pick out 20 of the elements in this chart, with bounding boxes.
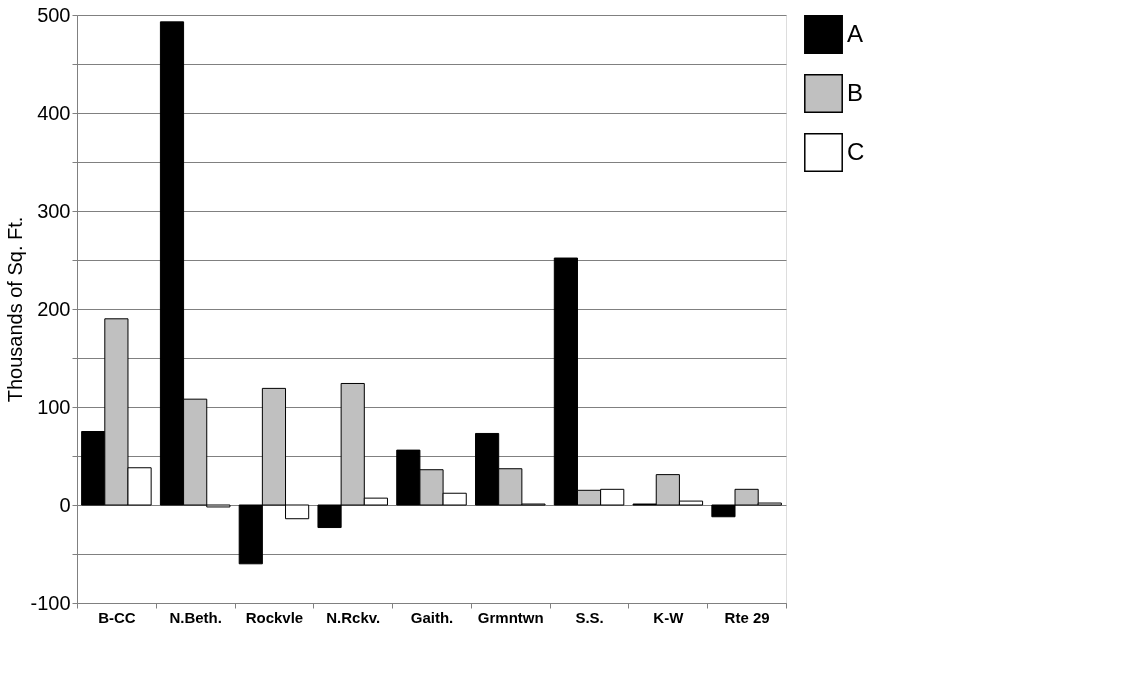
y-axis-title: Thousands of Sq. Ft. bbox=[4, 216, 27, 403]
x-tick-label: Rockvle bbox=[245, 608, 304, 626]
x-tick-label: N.Rckv. bbox=[326, 608, 381, 626]
y-tick-label: 500 bbox=[37, 3, 71, 26]
y-tick-label: 300 bbox=[37, 199, 71, 222]
x-tick-label: B-CC bbox=[98, 608, 136, 626]
x-tick-label: Gaith. bbox=[410, 608, 454, 626]
x-tick-label: Grmntwn bbox=[477, 608, 544, 626]
y-tick-label: 400 bbox=[37, 101, 71, 124]
y-tick-label: 0 bbox=[59, 493, 71, 516]
legend-label: B bbox=[847, 78, 864, 106]
y-tick-label: 100 bbox=[37, 395, 71, 418]
y-tick-label: 200 bbox=[37, 297, 71, 320]
x-tick-label: N.Beth. bbox=[169, 608, 222, 626]
legend-label: C bbox=[847, 137, 865, 165]
x-tick-label: Rte 29 bbox=[724, 608, 770, 626]
legend-label: A bbox=[847, 19, 864, 47]
x-tick-label: S.S. bbox=[575, 608, 604, 626]
x-tick-label: K-W bbox=[653, 608, 685, 626]
y-tick-label: -100 bbox=[30, 591, 71, 614]
